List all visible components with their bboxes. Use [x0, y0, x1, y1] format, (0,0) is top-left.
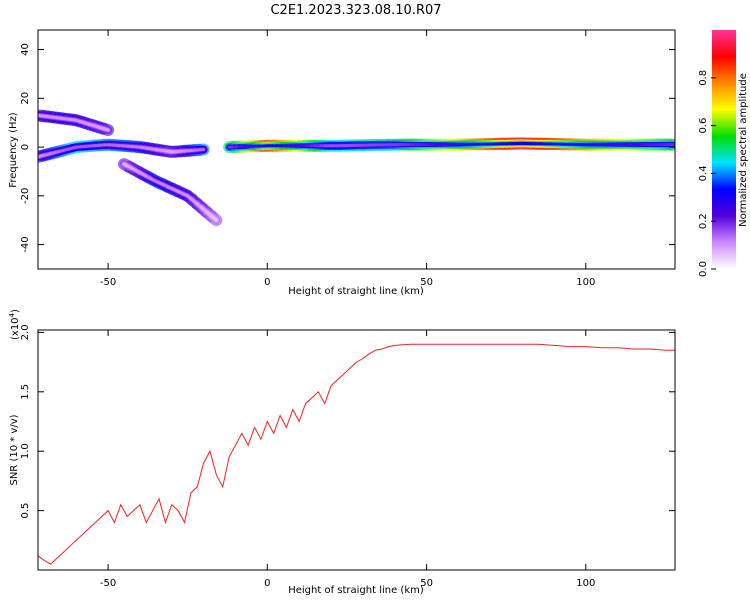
- x-tick-label: 100: [576, 277, 595, 288]
- y-tick-label: -20: [20, 188, 31, 204]
- spectrogram-frame: [37, 29, 676, 270]
- y-tick-label: -40: [20, 236, 31, 252]
- snr-multiplier-exp: 4: [8, 312, 16, 317]
- colorbar-gradient: [712, 30, 736, 269]
- snr-axis-ticks: -50 0 50 100 0.5 1.0 1.5 2.0: [20, 324, 675, 589]
- snr-multiplier: (x104): [8, 309, 21, 340]
- snr-multiplier-base: (x10: [10, 317, 21, 340]
- colorbar-tick-label: 0.2: [698, 213, 709, 229]
- svg-text:(x104): (x104): [8, 309, 21, 340]
- y-tick-label: 1.0: [20, 443, 31, 459]
- x-tick-label: 50: [420, 277, 433, 288]
- y-tick-label: 0: [20, 144, 31, 150]
- y-tick-label: 1.5: [20, 384, 31, 400]
- spectrogram-ridges: [38, 109, 675, 227]
- snr-multiplier-close: ): [10, 309, 21, 313]
- colorbar: 0.0 0.2 0.4 0.6 0.8 Normalized spectral ampl…: [698, 30, 749, 277]
- spectrogram-ridge-segment: [210, 214, 218, 222]
- y-tick-label: 2.0: [20, 324, 31, 340]
- colorbar-tick-label: 0.4: [698, 165, 709, 181]
- spectrogram-y-axis-label: Frequency (Hz): [8, 112, 19, 188]
- figure-title: C2E1.2023.323.08.10.R07: [270, 3, 441, 18]
- x-tick-label: -50: [100, 578, 116, 589]
- colorbar-label: Normalized spectral amplitude: [738, 73, 749, 227]
- spectrogram-panel: -50 0 50 100 -40 -20 0 20 40 Height of straight …: [8, 29, 676, 297]
- colorbar-tick-label: 0.0: [698, 261, 709, 277]
- snr-series-line: [38, 343, 675, 565]
- colorbar-tick-label: 0.6: [698, 118, 709, 134]
- x-tick-label: 50: [420, 578, 433, 589]
- spectrogram-axis-ticks: -50 0 50 100 -40 -20 0 20 40: [20, 30, 675, 288]
- colorbar-tick-label: 0.8: [698, 70, 709, 86]
- y-tick-label: 20: [20, 92, 31, 105]
- x-tick-label: 0: [264, 277, 270, 288]
- spectrogram-x-axis-label: Height of straight line (km): [288, 286, 424, 297]
- x-tick-label: 100: [576, 578, 595, 589]
- snr-frame: [37, 329, 676, 571]
- y-tick-label: 0.5: [20, 503, 31, 519]
- spectrogram-ridge-segment: [101, 127, 110, 132]
- colorbar-ticks: 0.0 0.2 0.4 0.6 0.8: [698, 70, 716, 277]
- snr-panel: -50 0 50 100 0.5 1.0 1.5 2.0 Height of straight…: [8, 309, 676, 596]
- snr-plot-area: [38, 330, 675, 570]
- snr-y-axis-label: SNR (10 * v/v): [9, 414, 20, 485]
- x-tick-label: -50: [100, 277, 116, 288]
- y-tick-label: 40: [20, 43, 31, 56]
- snr-x-axis-label: Height of straight line (km): [288, 585, 424, 596]
- x-tick-label: 0: [264, 578, 270, 589]
